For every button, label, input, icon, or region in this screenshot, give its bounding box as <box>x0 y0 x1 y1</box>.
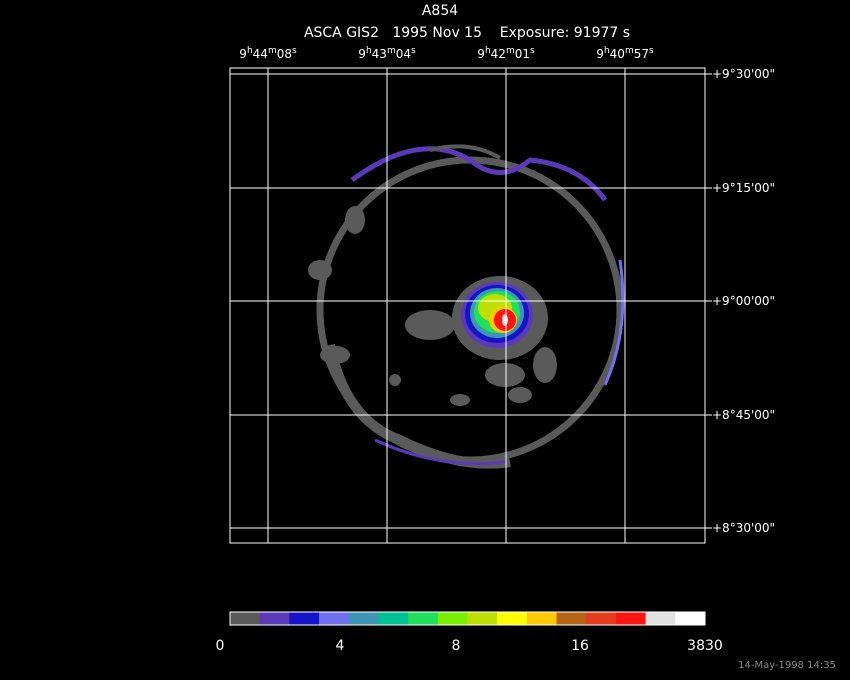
dec-label: +8°30'00" <box>712 521 775 535</box>
colorbar-segment <box>408 612 439 625</box>
dec-label: +9°00'00" <box>712 294 775 308</box>
patch <box>308 260 332 280</box>
colorbar-segment <box>467 612 498 625</box>
dec-label: +8°45'00" <box>712 408 775 422</box>
ra-label: 9h40m57s <box>596 46 654 61</box>
rim-right-edge <box>603 259 625 386</box>
colorbar-segment <box>319 612 350 625</box>
patch <box>533 347 557 383</box>
rim-edge <box>350 146 608 202</box>
frame <box>229 67 706 544</box>
colorbar-segment <box>289 612 320 625</box>
colorbar-segment <box>230 612 261 625</box>
colorbar-label: 4 <box>336 638 345 654</box>
colorbar-label: 8 <box>452 638 461 654</box>
patch <box>389 374 401 386</box>
colorbar-label: 3830 <box>687 638 723 654</box>
colorbar-segment <box>437 612 468 625</box>
coordinate-grid <box>229 67 706 544</box>
colorbar-segment <box>259 612 290 625</box>
subtitle: ASCA GIS2 1995 Nov 15 Exposure: 91977 s <box>304 25 630 41</box>
colorbar-segment <box>526 612 558 625</box>
colorbar-segment <box>615 612 647 625</box>
patch <box>450 394 470 406</box>
timestamp: 14-May-1998 14:35 <box>738 660 836 671</box>
ra-label: 9h44m08s <box>239 46 297 61</box>
ra-label: 9h43m04s <box>358 46 416 61</box>
patch <box>508 387 532 403</box>
colorbar-segment <box>378 612 409 625</box>
colorbar-segment <box>586 612 617 625</box>
patch <box>345 206 365 234</box>
cluster-peak <box>502 314 508 326</box>
colorbar-segment <box>556 612 587 625</box>
title: A854 <box>422 3 458 19</box>
patch <box>485 363 525 387</box>
dec-label: +9°30'00" <box>712 67 775 81</box>
ra-label: 9h42m01s <box>477 46 535 61</box>
rim-arc <box>429 144 502 160</box>
colorbar-segment <box>645 612 676 625</box>
colorbar-label: 16 <box>571 638 589 654</box>
colorbar-segment <box>348 612 379 625</box>
dec-label: +9°15'00" <box>712 181 775 195</box>
patch <box>405 310 455 340</box>
colorbar-segment <box>497 612 528 625</box>
colorbar-label: 0 <box>216 638 225 654</box>
colorbar-segment <box>675 612 706 625</box>
rim-low-edge <box>374 438 506 466</box>
image <box>230 68 705 543</box>
colorbar-frame <box>229 611 706 626</box>
patch <box>320 346 350 364</box>
